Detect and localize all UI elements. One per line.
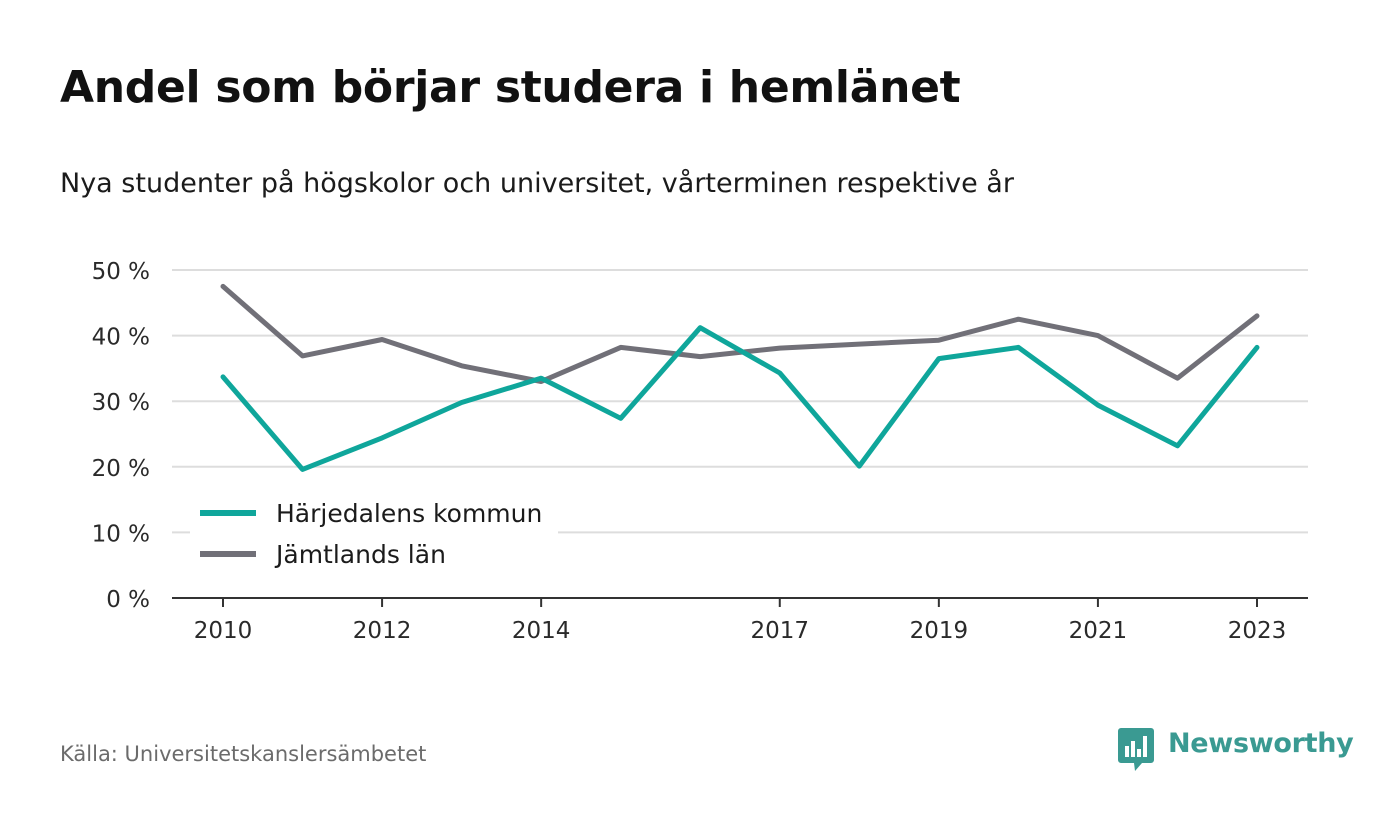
legend: Härjedalens kommun Jämtlands län (190, 492, 558, 576)
y-tick-label: 40 % (92, 325, 150, 351)
bar-chart-speech-bubble-icon (1118, 728, 1154, 771)
series-line-harjedalens-kommun (220, 325, 1260, 472)
x-tick-label: 2023 (1228, 618, 1287, 644)
y-axis-tick-labels: 0 % 10 % 20 % 30 % 40 % 50 % (92, 259, 150, 613)
series-line-jamtlands-lan (220, 283, 1260, 384)
newsworthy-logo: Newsworthy (1118, 728, 1354, 772)
legend-label: Härjedalens kommun (276, 499, 542, 528)
x-tick-label: 2014 (512, 618, 571, 644)
x-tick-label: 2019 (910, 618, 969, 644)
chart-subtitle: Nya studenter på högskolor och universit… (60, 168, 1014, 199)
x-tick-label: 2010 (194, 618, 253, 644)
x-axis: 2010 2012 2014 2017 2019 2021 2023 (172, 597, 1308, 644)
line-chart: 0 % 10 % 20 % 30 % 40 % 50 % 2010 2012 2014 2017… (92, 259, 1308, 644)
x-tick-label: 2017 (750, 618, 809, 644)
x-tick-label: 2012 (353, 618, 412, 644)
brand-name: Newsworthy (1168, 728, 1354, 759)
legend-label: Jämtlands län (274, 540, 446, 569)
series-lines (220, 283, 1260, 472)
y-tick-label: 10 % (92, 521, 150, 547)
legend-background (190, 492, 558, 576)
x-tick-label: 2021 (1069, 618, 1128, 644)
y-tick-label: 0 % (106, 587, 150, 613)
y-tick-label: 20 % (92, 456, 150, 482)
source-note: Källa: Universitetskanslersämbetet (60, 742, 427, 766)
y-tick-label: 30 % (92, 390, 150, 416)
chart-title: Andel som börjar studera i hemlänet (60, 62, 961, 113)
y-tick-label: 50 % (92, 259, 150, 285)
